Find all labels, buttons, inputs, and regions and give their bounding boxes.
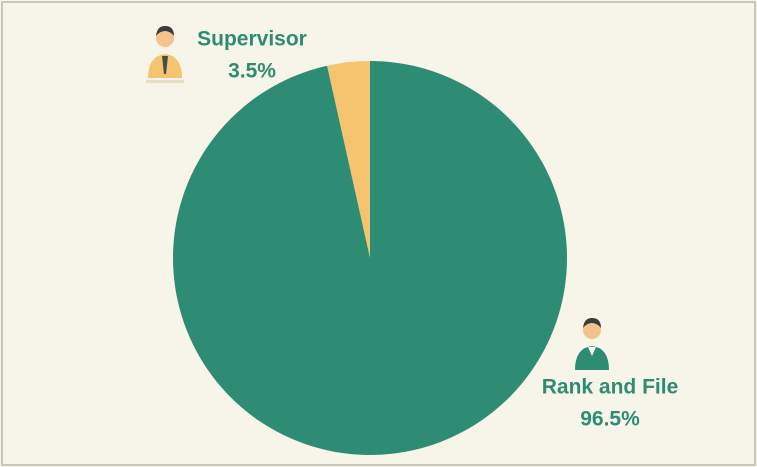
slice-value-label: 3.5% (228, 60, 276, 83)
rank-and-file-icon (575, 318, 609, 370)
slice-label: Rank and File (542, 376, 679, 399)
pie-slice (173, 61, 568, 455)
pie-slice (327, 61, 370, 258)
slice-label: Supervisor (197, 28, 307, 51)
slice-value-label: 96.5% (580, 408, 640, 431)
supervisor-icon (146, 26, 184, 83)
